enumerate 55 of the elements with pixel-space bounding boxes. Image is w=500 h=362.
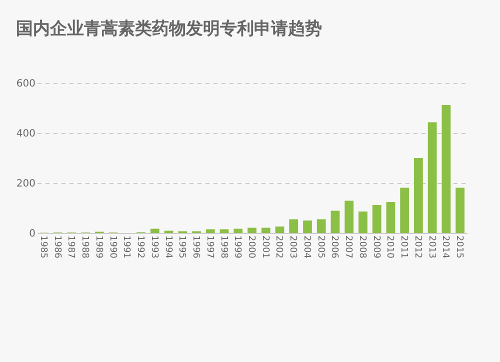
x-tick-label: 1988 [80, 236, 90, 259]
bar [261, 228, 270, 233]
bar [456, 188, 465, 233]
bar [414, 158, 423, 233]
y-tick-label: 600 [16, 78, 36, 90]
x-tick-label: 1991 [121, 236, 132, 258]
x-tick-label: 2001 [260, 236, 270, 258]
bar [442, 105, 451, 233]
x-tick-label: 2004 [301, 236, 312, 259]
x-tick-label: 2003 [288, 236, 298, 258]
bar [358, 212, 368, 233]
x-tick-label: 2005 [315, 236, 326, 258]
y-tick-label: 400 [16, 128, 36, 140]
bar [206, 229, 215, 233]
x-tick-label: 1994 [162, 236, 173, 259]
bar [372, 205, 382, 233]
bar [303, 220, 312, 233]
bar [234, 228, 243, 233]
x-tick-label: 2015 [454, 236, 464, 258]
x-tick-label: 2010 [384, 236, 395, 259]
x-tick-label: 2007 [343, 236, 354, 258]
x-tick-label: 1985 [38, 236, 48, 258]
x-tick-label: 2014 [440, 236, 450, 259]
y-tick-label: 0 [29, 228, 36, 240]
x-tick-label: 2000 [246, 236, 256, 259]
bar [386, 202, 396, 233]
x-tick-label: 1992 [135, 236, 146, 258]
bar [344, 200, 354, 233]
y-tick-label: 200 [16, 178, 36, 190]
bar [400, 188, 410, 233]
bar [275, 226, 284, 233]
x-tick-label: 2011 [398, 236, 409, 258]
bar [289, 219, 298, 233]
bar [316, 219, 326, 233]
x-tick-label: 2008 [356, 236, 367, 259]
x-tick-label: 2012 [412, 236, 422, 258]
x-tick-label: 2013 [426, 236, 436, 258]
x-tick-label: 2002 [274, 236, 284, 258]
x-tick-label: 2009 [370, 236, 381, 259]
x-tick-label: 1986 [52, 236, 62, 259]
bar [248, 228, 256, 233]
x-tick-label: 1990 [107, 236, 118, 259]
x-tick-label: 1998 [218, 236, 228, 259]
x-tick-label: 1999 [232, 236, 242, 259]
x-tick-label: 1989 [93, 236, 104, 259]
x-tick-label: 2006 [329, 236, 340, 259]
x-tick-label: 1997 [204, 236, 214, 258]
x-tick-label: 1993 [148, 236, 159, 258]
x-tick-label: 1996 [190, 236, 201, 259]
bar [428, 122, 437, 233]
bar [330, 210, 340, 233]
x-tick-label: 1987 [66, 236, 76, 258]
x-tick-label: 1995 [176, 236, 187, 258]
chart-title: 国内企业青蒿素类药物发明专利申请趋势 [16, 19, 322, 39]
bar [150, 228, 160, 233]
